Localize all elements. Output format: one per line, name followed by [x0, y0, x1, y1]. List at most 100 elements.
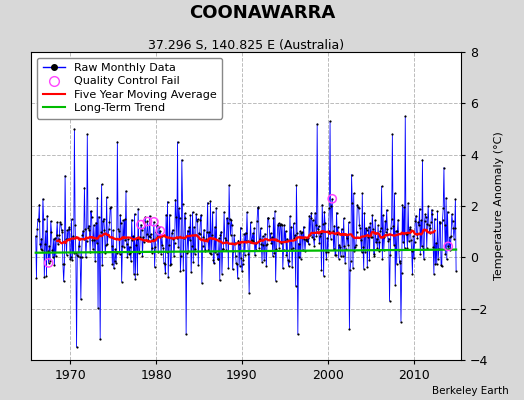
- Point: [85, 227, 94, 233]
- Point: [69, 233, 77, 240]
- Point: [306, 232, 314, 238]
- Point: [322, 249, 330, 255]
- Point: [331, 252, 339, 258]
- Point: [178, 201, 187, 207]
- Point: [389, 222, 397, 229]
- Point: [185, 237, 194, 244]
- Point: [236, 224, 245, 231]
- Point: [409, 233, 417, 239]
- Point: [323, 235, 331, 241]
- Point: [369, 226, 377, 232]
- Point: [102, 242, 110, 248]
- Point: [397, 318, 405, 325]
- Point: [234, 237, 243, 244]
- Point: [163, 198, 172, 205]
- Point: [254, 204, 263, 210]
- Point: [398, 202, 407, 208]
- Point: [160, 260, 168, 267]
- Point: [205, 229, 213, 235]
- Point: [367, 234, 375, 240]
- Point: [123, 254, 132, 260]
- Point: [428, 206, 436, 213]
- Point: [369, 251, 378, 258]
- Point: [233, 261, 241, 268]
- Point: [143, 218, 151, 225]
- Point: [156, 228, 165, 234]
- Point: [33, 226, 41, 232]
- Point: [73, 252, 81, 258]
- Point: [410, 255, 418, 262]
- Point: [347, 171, 356, 178]
- Point: [140, 239, 148, 245]
- Point: [325, 205, 334, 211]
- Point: [329, 227, 337, 234]
- Point: [304, 235, 312, 241]
- Point: [133, 271, 141, 277]
- Point: [242, 230, 250, 236]
- Point: [394, 216, 402, 223]
- Point: [252, 246, 260, 253]
- Point: [62, 236, 70, 242]
- Point: [131, 276, 139, 282]
- Point: [238, 268, 246, 274]
- Point: [57, 221, 65, 228]
- Point: [48, 247, 57, 254]
- Point: [107, 204, 115, 210]
- Point: [363, 264, 372, 270]
- Point: [201, 248, 210, 254]
- Point: [318, 202, 326, 208]
- Point: [76, 253, 84, 260]
- Point: [324, 249, 332, 255]
- Point: [313, 121, 321, 127]
- Point: [372, 239, 380, 246]
- Point: [143, 231, 151, 238]
- Point: [150, 219, 158, 225]
- Point: [438, 217, 446, 224]
- Point: [334, 224, 342, 230]
- Point: [162, 212, 170, 218]
- Point: [307, 214, 315, 221]
- Point: [113, 139, 122, 145]
- Point: [45, 243, 53, 250]
- Point: [136, 234, 145, 240]
- Point: [112, 260, 120, 267]
- Point: [221, 237, 230, 243]
- Point: [406, 224, 414, 230]
- Point: [365, 257, 374, 264]
- Point: [240, 230, 248, 237]
- Point: [141, 214, 149, 220]
- Point: [135, 250, 143, 256]
- Point: [109, 227, 117, 233]
- Point: [285, 258, 293, 264]
- Point: [200, 226, 208, 233]
- Point: [47, 218, 55, 224]
- Point: [290, 234, 299, 241]
- Point: [352, 229, 361, 236]
- Point: [293, 331, 302, 338]
- Point: [390, 190, 399, 196]
- Point: [408, 271, 417, 277]
- Point: [355, 205, 363, 211]
- Point: [336, 253, 345, 260]
- Point: [195, 230, 203, 236]
- Point: [359, 243, 367, 250]
- Point: [49, 254, 57, 260]
- Point: [210, 260, 219, 266]
- Point: [354, 204, 362, 210]
- Point: [357, 237, 365, 243]
- Point: [172, 214, 180, 220]
- Point: [135, 248, 144, 255]
- Point: [283, 236, 291, 242]
- Point: [436, 220, 444, 226]
- Point: [244, 251, 253, 257]
- Point: [346, 266, 354, 273]
- Point: [335, 242, 344, 248]
- Legend: Raw Monthly Data, Quality Control Fail, Five Year Moving Average, Long-Term Tren: Raw Monthly Data, Quality Control Fail, …: [37, 58, 222, 119]
- Point: [121, 237, 129, 243]
- Point: [298, 229, 307, 236]
- Point: [232, 260, 241, 266]
- Point: [363, 227, 371, 233]
- Point: [32, 275, 41, 281]
- Point: [263, 241, 271, 248]
- Point: [170, 253, 178, 259]
